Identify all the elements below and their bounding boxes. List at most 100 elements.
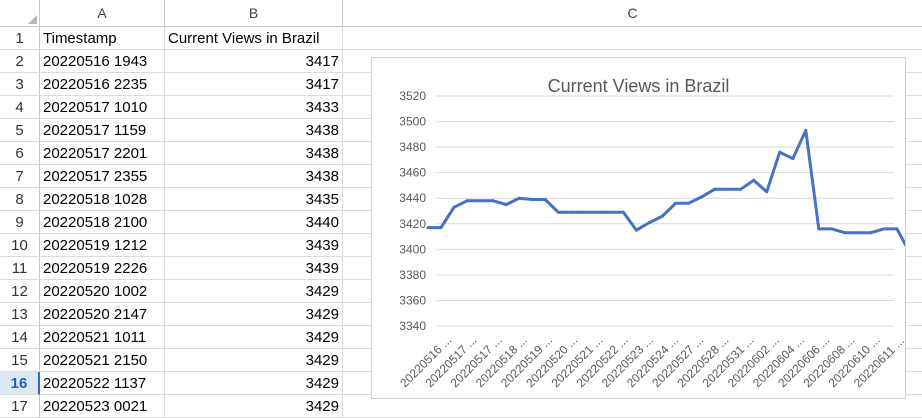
data-point bbox=[530, 198, 534, 201]
cell-empty[interactable] bbox=[343, 27, 922, 50]
data-point bbox=[648, 221, 651, 224]
cell-views[interactable]: 3438 bbox=[165, 119, 343, 142]
cell-views[interactable]: 3439 bbox=[165, 257, 343, 280]
cell-views[interactable]: 3429 bbox=[165, 349, 343, 372]
select-all-corner[interactable] bbox=[0, 0, 40, 27]
cell-views[interactable]: 3429 bbox=[165, 280, 343, 303]
row-header[interactable]: 2 bbox=[0, 50, 40, 73]
data-point bbox=[752, 178, 756, 182]
data-point bbox=[687, 201, 690, 205]
data-point bbox=[700, 195, 704, 199]
data-point bbox=[504, 203, 508, 207]
y-tick-label: 3380 bbox=[399, 268, 426, 282]
cell-views[interactable]: 3439 bbox=[165, 234, 343, 257]
data-point bbox=[452, 205, 456, 209]
y-tick-label: 3360 bbox=[399, 293, 426, 307]
cell-views[interactable]: 3417 bbox=[165, 50, 343, 73]
cell-views[interactable]: 3435 bbox=[165, 188, 343, 211]
cell-timestamp[interactable]: 20220519 2226 bbox=[40, 257, 165, 280]
data-point bbox=[843, 231, 847, 235]
cell-views[interactable]: 3429 bbox=[165, 326, 343, 349]
y-tick-label: 3520 bbox=[399, 89, 426, 103]
y-tick-label: 3400 bbox=[399, 242, 426, 256]
data-point bbox=[882, 227, 886, 231]
data-point bbox=[765, 190, 769, 194]
row-header[interactable]: 9 bbox=[0, 211, 40, 234]
cell-timestamp[interactable]: 20220517 2201 bbox=[40, 142, 165, 165]
data-point bbox=[556, 210, 560, 214]
row-header[interactable]: 16 bbox=[0, 372, 40, 395]
cell-timestamp[interactable]: 20220520 2147 bbox=[40, 303, 165, 326]
cell-timestamp[interactable]: 20220516 2235 bbox=[40, 73, 165, 96]
y-tick-label: 3420 bbox=[399, 217, 426, 231]
data-point bbox=[817, 227, 821, 231]
row-header[interactable]: 15 bbox=[0, 349, 40, 372]
data-point bbox=[439, 226, 443, 230]
row-header[interactable]: 5 bbox=[0, 119, 40, 142]
cell-views[interactable]: 3429 bbox=[165, 303, 343, 326]
row-header[interactable]: 6 bbox=[0, 142, 40, 165]
data-point bbox=[517, 196, 521, 200]
column-header-c[interactable]: C bbox=[343, 0, 922, 27]
data-point bbox=[726, 187, 730, 191]
data-point bbox=[739, 187, 743, 191]
y-tick-label: 3460 bbox=[399, 166, 426, 180]
cell-timestamp[interactable]: 20220517 1010 bbox=[40, 96, 165, 119]
row-header[interactable]: 1 bbox=[0, 27, 40, 50]
data-point bbox=[595, 210, 599, 214]
row-header[interactable]: 11 bbox=[0, 257, 40, 280]
data-point bbox=[791, 157, 795, 161]
cell-views[interactable]: 3440 bbox=[165, 211, 343, 234]
line-chart[interactable]: Current Views in Brazil 3520 3500 3480 3460… bbox=[371, 57, 906, 399]
data-point bbox=[856, 231, 860, 235]
data-point bbox=[543, 198, 547, 201]
data-point bbox=[869, 231, 873, 235]
data-point bbox=[778, 150, 782, 154]
data-point bbox=[569, 210, 573, 214]
cell-timestamp[interactable]: 20220519 1212 bbox=[40, 234, 165, 257]
data-point bbox=[608, 210, 612, 214]
cell-timestamp[interactable]: 20220518 1028 bbox=[40, 188, 165, 211]
row-header[interactable]: 4 bbox=[0, 96, 40, 119]
row-header[interactable]: 10 bbox=[0, 234, 40, 257]
cell-views[interactable]: 3433 bbox=[165, 96, 343, 119]
cell-timestamp[interactable]: 20220517 1159 bbox=[40, 119, 165, 142]
data-point bbox=[713, 187, 717, 191]
y-tick-label: 3440 bbox=[399, 191, 426, 205]
series-line bbox=[428, 129, 905, 248]
row-header[interactable]: 7 bbox=[0, 165, 40, 188]
data-point bbox=[674, 201, 677, 205]
data-point bbox=[426, 226, 430, 230]
data-point bbox=[804, 129, 808, 132]
cell-timestamp[interactable]: 20220517 2355 bbox=[40, 165, 165, 188]
cell-views[interactable]: 3438 bbox=[165, 165, 343, 188]
row-header[interactable]: 8 bbox=[0, 188, 40, 211]
row-header[interactable]: 12 bbox=[0, 280, 40, 303]
row-header[interactable]: 17 bbox=[0, 395, 40, 418]
row-header[interactable]: 13 bbox=[0, 303, 40, 326]
row-header[interactable]: 3 bbox=[0, 73, 40, 96]
cell-timestamp[interactable]: 20220520 1002 bbox=[40, 280, 165, 303]
cell-timestamp[interactable]: 20220521 2150 bbox=[40, 349, 165, 372]
header-cell-views[interactable]: Current Views in Brazil bbox=[165, 27, 343, 50]
cell-views[interactable]: 3417 bbox=[165, 73, 343, 96]
cell-timestamp[interactable]: 20220523 0021 bbox=[40, 395, 165, 418]
cell-views[interactable]: 3429 bbox=[165, 372, 343, 395]
data-point bbox=[634, 228, 638, 232]
chart-plot: 3520 3500 3480 3460 3440 3420 3400 3380 3360 3340… bbox=[397, 89, 905, 390]
y-tick-label: 3500 bbox=[399, 115, 426, 129]
header-cell-timestamp[interactable]: Timestamp bbox=[40, 27, 165, 50]
data-point bbox=[621, 210, 625, 214]
data-point bbox=[830, 227, 834, 231]
cell-timestamp[interactable]: 20220522 1137 bbox=[40, 372, 165, 395]
cell-views[interactable]: 3438 bbox=[165, 142, 343, 165]
cell-views[interactable]: 3429 bbox=[165, 395, 343, 418]
cell-timestamp[interactable]: 20220518 2100 bbox=[40, 211, 165, 234]
column-header-b[interactable]: B bbox=[165, 0, 343, 27]
data-point bbox=[661, 214, 664, 218]
cell-timestamp[interactable]: 20220516 1943 bbox=[40, 50, 165, 73]
cell-timestamp[interactable]: 20220521 1011 bbox=[40, 326, 165, 349]
row-header[interactable]: 14 bbox=[0, 326, 40, 349]
column-header-a[interactable]: A bbox=[40, 0, 165, 27]
